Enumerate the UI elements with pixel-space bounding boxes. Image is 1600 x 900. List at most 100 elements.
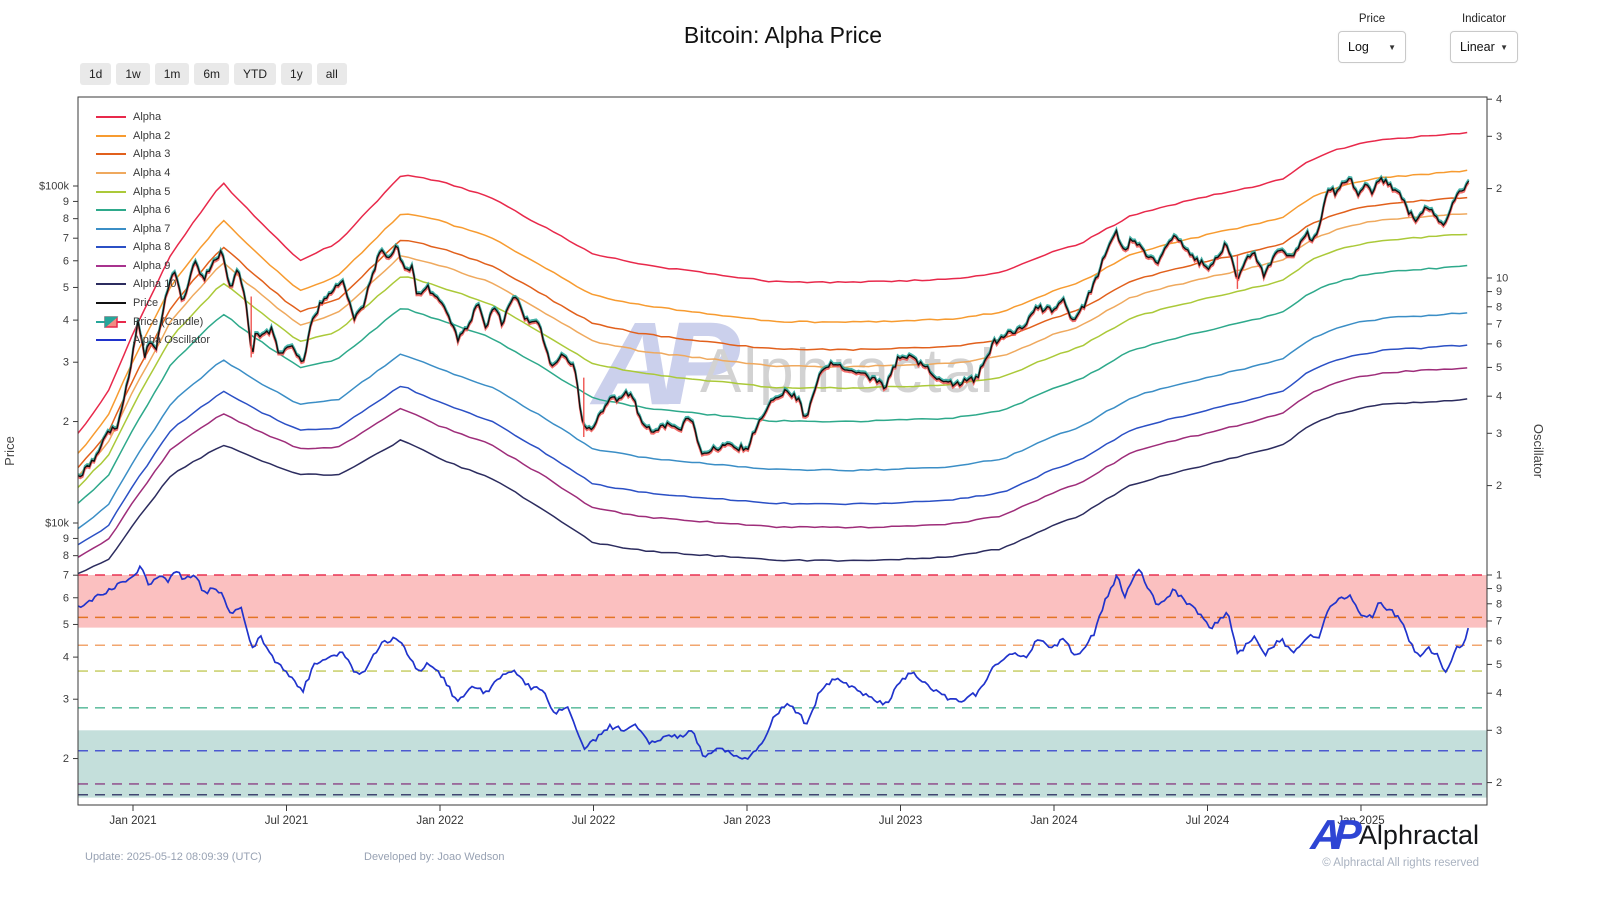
legend-item-alpha[interactable]: Alpha xyxy=(96,111,210,123)
legend-item-alpha-5[interactable]: Alpha 5 xyxy=(96,185,210,198)
y-axis-tick-label: 3 xyxy=(63,357,69,369)
legend-label: Alpha Oscillator xyxy=(133,334,211,347)
y-axis-tick-label: 2 xyxy=(63,416,69,428)
range-button-ytd[interactable]: YTD xyxy=(234,63,277,85)
price-scale-select[interactable]: Log ▼ xyxy=(1338,31,1406,63)
legend-item-alpha-6[interactable]: Alpha 6 xyxy=(96,204,210,216)
y2-axis-tick-label: 10 xyxy=(1496,273,1508,285)
brand-footer: AP Alphractal © Alphractal All rights re… xyxy=(1309,811,1479,869)
legend-item-price[interactable]: Price xyxy=(96,297,210,309)
x-axis-tick-label: Jul 2023 xyxy=(879,815,922,827)
range-buttons: 1d 1w 1m 6m YTD 1y all xyxy=(80,63,352,85)
legend-item-alpha-8[interactable]: Alpha 8 xyxy=(96,241,210,253)
x-axis-tick-label: Jul 2021 xyxy=(265,815,308,827)
y2-axis-tick-label: 2 xyxy=(1496,183,1502,195)
y-axis-tick-label: 6 xyxy=(63,255,69,267)
y2-axis-tick-label: 9 xyxy=(1496,583,1502,595)
candle-icon xyxy=(96,315,126,328)
legend-swatch xyxy=(96,301,126,304)
alpha-band-line xyxy=(78,367,1468,558)
y-axis-tick-label: 8 xyxy=(63,213,69,225)
dropdown-caret-icon: ▼ xyxy=(1500,42,1508,52)
legend-swatch xyxy=(96,116,126,119)
legend-label: Alpha 6 xyxy=(133,204,171,217)
x-axis-tick-label: Jan 2023 xyxy=(723,815,770,827)
y-axis-tick-label: 9 xyxy=(63,196,69,208)
y2-axis-tick-label: 6 xyxy=(1496,635,1502,647)
range-button-1m[interactable]: 1m xyxy=(154,63,190,85)
alpha-band-line xyxy=(78,312,1468,530)
legend-swatch xyxy=(96,246,126,249)
y2-axis-tick-label: 7 xyxy=(1496,319,1502,331)
plot-border xyxy=(77,96,1488,806)
y2-axis-tick-label: 1 xyxy=(1496,570,1502,582)
range-button-1y[interactable]: 1y xyxy=(281,63,312,85)
legend-item-alpha-oscillator[interactable]: Alpha Oscillator xyxy=(96,334,210,346)
price-scale-control: Price Log ▼ xyxy=(1338,13,1406,63)
price-scale-value: Log xyxy=(1348,40,1369,54)
x-axis-tick-label: Jul 2022 xyxy=(572,815,615,827)
range-button-1d[interactable]: 1d xyxy=(80,63,112,85)
y2-axis-tick-label: 4 xyxy=(1496,391,1502,403)
y2-axis-tick-label: 4 xyxy=(1496,688,1502,700)
y2-axis-tick-label: 2 xyxy=(1496,777,1502,789)
legend-swatch xyxy=(96,134,126,137)
range-button-6m[interactable]: 6m xyxy=(194,63,230,85)
x-axis-tick-label: Jan 2021 xyxy=(109,815,156,827)
legend-label: Alpha 7 xyxy=(133,222,171,235)
page-title: Bitcoin: Alpha Price xyxy=(683,22,883,48)
y-axis-tick-label: 4 xyxy=(63,652,69,664)
range-button-1w[interactable]: 1w xyxy=(116,63,150,85)
y-axis-tick-label: 7 xyxy=(63,570,69,582)
y2-axis-tick-label: 3 xyxy=(1496,725,1502,737)
legend-item-alpha-4[interactable]: Alpha 4 xyxy=(96,167,210,179)
legend-item-alpha-2[interactable]: Alpha 2 xyxy=(96,130,210,142)
alpha-band-line xyxy=(78,233,1468,489)
legend-label: Alpha 5 xyxy=(133,185,171,198)
legend-item-alpha-10[interactable]: Alpha 10 xyxy=(96,278,210,290)
y-axis-tick-label: 9 xyxy=(63,533,69,545)
legend-label: Alpha 2 xyxy=(133,129,171,142)
y2-axis-tick-label: 5 xyxy=(1496,659,1502,671)
legend-swatch xyxy=(96,283,126,286)
alpha-band-line xyxy=(78,131,1468,434)
legend-item-alpha-3[interactable]: Alpha 3 xyxy=(96,148,210,160)
x-axis-tick-label: Jan 2022 xyxy=(416,815,463,827)
price-control-label: Price xyxy=(1358,13,1386,25)
y2-axis-tick-label: 4 xyxy=(1496,94,1502,106)
indicator-scale-select[interactable]: Linear ▼ xyxy=(1450,31,1518,63)
indicator-scale-control: Indicator Linear ▼ xyxy=(1450,13,1518,63)
legend-item-price-candle-[interactable]: Price (Candle) xyxy=(96,315,210,329)
alpha-band-line xyxy=(78,344,1468,546)
legend-label: Alpha 3 xyxy=(133,148,171,161)
alpha-band-line xyxy=(78,196,1468,469)
x-axis-tick-label: Jan 2024 xyxy=(1030,815,1078,827)
y2-axis-tick-label: 8 xyxy=(1496,598,1502,610)
y-axis-tick-label: 6 xyxy=(63,592,69,604)
legend-label: Alpha 10 xyxy=(133,278,177,291)
update-timestamp: Update: 2025-05-12 08:09:39 (UTC) xyxy=(85,851,262,863)
alpha-oscillator-line xyxy=(78,564,1470,761)
indicator-control-label: Indicator xyxy=(1461,13,1507,25)
legend-item-alpha-7[interactable]: Alpha 7 xyxy=(96,222,210,235)
legend-label: Alpha 4 xyxy=(133,166,171,179)
brand-row: AP Alphractal xyxy=(1309,811,1479,858)
legend-swatch xyxy=(96,315,126,329)
oscillator-zones xyxy=(78,575,1487,798)
legend-item-alpha-9[interactable]: Alpha 9 xyxy=(96,260,210,272)
y2-axis-tick-label: 7 xyxy=(1496,616,1502,628)
legend-swatch xyxy=(96,190,126,193)
range-button-all[interactable]: all xyxy=(316,63,347,85)
developed-by: Developed by: Joao Wedson xyxy=(364,851,505,863)
alpha-band-line xyxy=(78,169,1468,454)
brand-name: Alphractal xyxy=(1358,819,1479,850)
legend-label: Price (Candle) xyxy=(133,315,204,328)
y-axis-tick-label: 4 xyxy=(63,315,69,327)
y-axis-tick-label: 5 xyxy=(63,619,69,631)
oscillator-zone xyxy=(78,575,1487,628)
legend-swatch xyxy=(96,153,126,156)
y-axis-tick-label: 3 xyxy=(63,694,69,706)
legend-swatch xyxy=(96,264,126,267)
copyright-text: © Alphractal All rights reserved xyxy=(1322,857,1479,869)
